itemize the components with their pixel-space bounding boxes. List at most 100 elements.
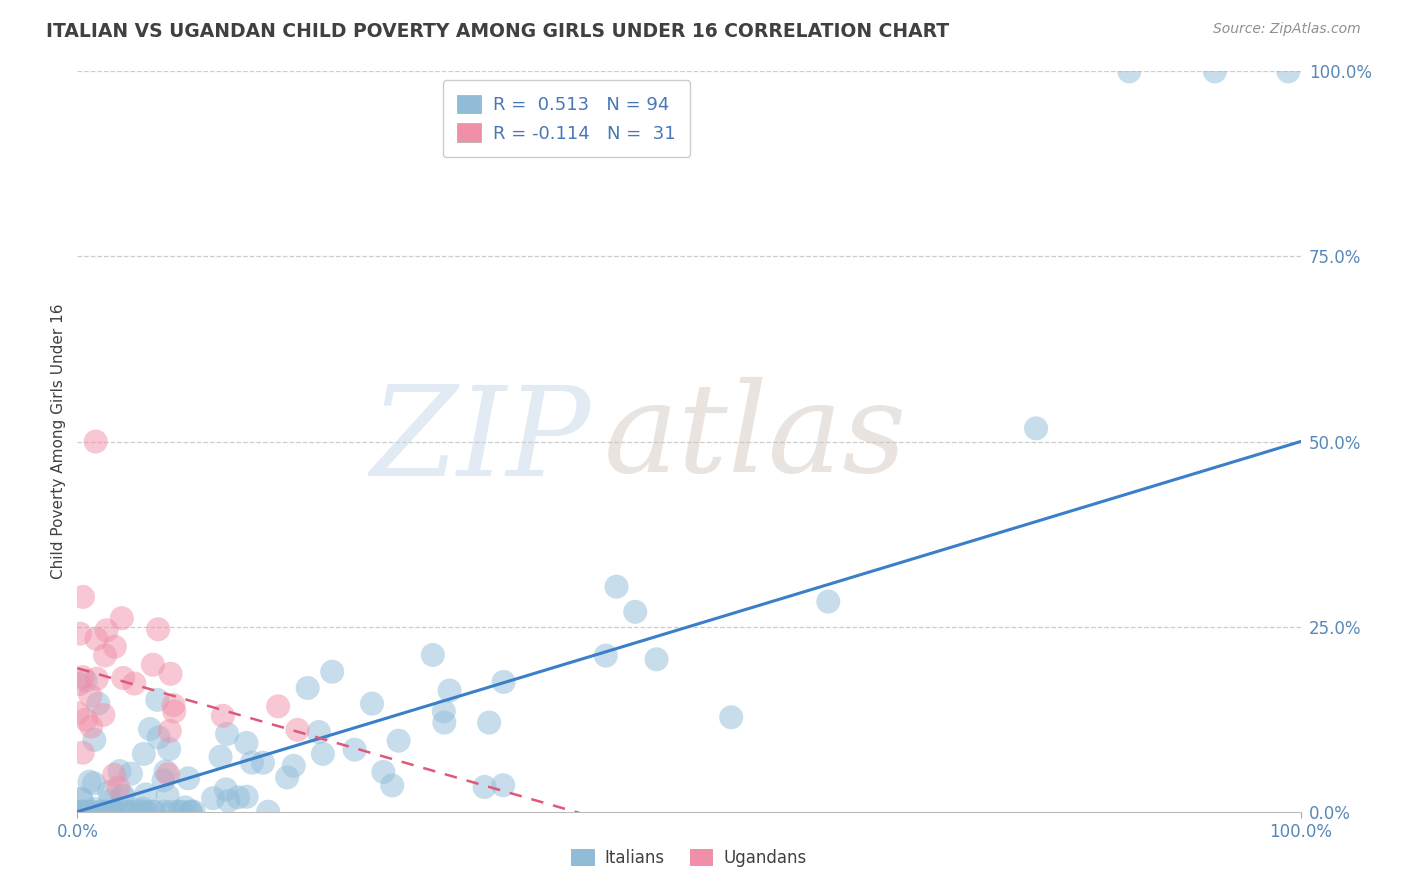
- Point: [79, 689, 101, 703]
- Legend: Italians, Ugandans: Italians, Ugandans: [565, 842, 813, 874]
- Point: [83, 732, 105, 747]
- Point: [112, 789, 135, 803]
- Point: [67, 677, 90, 691]
- Point: [202, 791, 225, 805]
- Point: [148, 622, 170, 636]
- Point: [75, 805, 97, 819]
- Point: [624, 605, 647, 619]
- Point: [180, 805, 202, 819]
- Point: [217, 727, 239, 741]
- Point: [86, 672, 108, 686]
- Point: [177, 772, 200, 786]
- Point: [240, 756, 263, 770]
- Point: [422, 648, 444, 662]
- Point: [492, 778, 515, 792]
- Point: [72, 746, 94, 760]
- Point: [103, 805, 125, 819]
- Point: [66, 706, 89, 721]
- Y-axis label: Child Poverty Among Girls Under 16: Child Poverty Among Girls Under 16: [51, 304, 66, 579]
- Point: [82, 805, 104, 819]
- Point: [492, 674, 515, 689]
- Point: [134, 805, 156, 819]
- Point: [98, 785, 121, 799]
- Point: [439, 683, 461, 698]
- Point: [217, 794, 239, 808]
- Point: [114, 805, 136, 819]
- Text: Source: ZipAtlas.com: Source: ZipAtlas.com: [1213, 22, 1361, 37]
- Point: [276, 771, 298, 785]
- Point: [174, 800, 197, 814]
- Point: [118, 805, 141, 819]
- Point: [183, 805, 205, 819]
- Point: [163, 705, 186, 719]
- Point: [120, 766, 142, 780]
- Point: [80, 720, 103, 734]
- Point: [156, 789, 179, 803]
- Point: [94, 648, 117, 663]
- Point: [283, 759, 305, 773]
- Point: [132, 747, 155, 761]
- Point: [75, 673, 97, 688]
- Point: [108, 764, 131, 778]
- Point: [83, 802, 105, 816]
- Point: [111, 611, 134, 625]
- Point: [72, 670, 94, 684]
- Point: [817, 594, 839, 608]
- Point: [645, 652, 668, 666]
- Point: [70, 791, 93, 805]
- Text: ZIP: ZIP: [371, 381, 591, 502]
- Point: [67, 805, 90, 819]
- Point: [103, 768, 125, 782]
- Point: [343, 742, 366, 756]
- Point: [142, 805, 165, 819]
- Text: ITALIAN VS UGANDAN CHILD POVERTY AMONG GIRLS UNDER 16 CORRELATION CHART: ITALIAN VS UGANDAN CHILD POVERTY AMONG G…: [46, 22, 949, 41]
- Point: [70, 805, 93, 819]
- Point: [159, 724, 181, 739]
- Point: [87, 697, 110, 711]
- Point: [69, 626, 91, 640]
- Point: [720, 710, 742, 724]
- Point: [433, 704, 456, 718]
- Point: [160, 805, 183, 819]
- Point: [96, 805, 118, 819]
- Point: [112, 671, 135, 685]
- Point: [373, 764, 395, 779]
- Point: [287, 723, 309, 737]
- Point: [252, 756, 274, 770]
- Point: [381, 779, 404, 793]
- Point: [111, 789, 134, 804]
- Point: [148, 731, 170, 745]
- Point: [209, 749, 232, 764]
- Point: [157, 767, 180, 781]
- Point: [73, 805, 96, 819]
- Point: [124, 676, 146, 690]
- Point: [72, 590, 94, 604]
- Point: [152, 773, 174, 788]
- Point: [595, 648, 617, 663]
- Point: [297, 681, 319, 695]
- Point: [312, 747, 335, 761]
- Point: [157, 742, 180, 756]
- Text: atlas: atlas: [603, 377, 907, 499]
- Point: [155, 764, 177, 779]
- Point: [104, 640, 127, 654]
- Point: [159, 666, 181, 681]
- Point: [93, 707, 115, 722]
- Point: [1025, 421, 1047, 435]
- Point: [215, 782, 238, 797]
- Point: [107, 780, 129, 795]
- Point: [120, 805, 142, 819]
- Point: [235, 789, 257, 804]
- Point: [86, 632, 108, 646]
- Point: [153, 805, 176, 819]
- Point: [478, 715, 501, 730]
- Point: [212, 709, 235, 723]
- Point: [135, 788, 157, 802]
- Point: [388, 733, 411, 747]
- Point: [257, 805, 280, 819]
- Point: [226, 790, 249, 805]
- Point: [103, 805, 125, 819]
- Point: [361, 697, 384, 711]
- Point: [70, 793, 93, 807]
- Point: [132, 802, 155, 816]
